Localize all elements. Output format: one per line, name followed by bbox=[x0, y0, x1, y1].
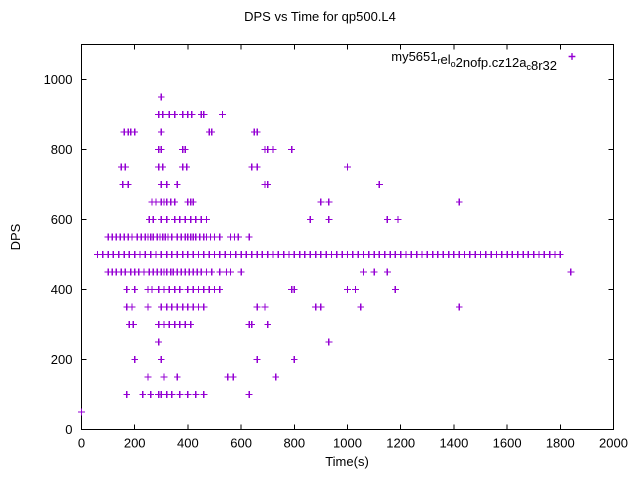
x-tick-label: 1800 bbox=[546, 436, 575, 451]
x-axis-label: Time(s) bbox=[325, 454, 369, 469]
x-tick-label: 1000 bbox=[333, 436, 362, 451]
y-axis-label: DPS bbox=[8, 223, 23, 250]
data-points-layer bbox=[78, 93, 575, 416]
y-axis-ticks: 0 200 400 600 800 1000 bbox=[44, 72, 614, 437]
legend-series-label: my5651relo2nofp.cz12ac8r32 bbox=[391, 49, 557, 73]
x-tick-label: 600 bbox=[230, 436, 252, 451]
y-tick-label: 400 bbox=[51, 282, 73, 297]
y-tick-label: 1000 bbox=[44, 72, 73, 87]
chart-title: DPS vs Time for qp500.L4 bbox=[244, 9, 396, 24]
y-tick-label: 800 bbox=[51, 142, 73, 157]
x-tick-label: 1200 bbox=[386, 436, 415, 451]
y-tick-label: 0 bbox=[65, 422, 72, 437]
x-tick-label: 800 bbox=[283, 436, 305, 451]
data-series bbox=[78, 93, 575, 416]
y-tick-label: 200 bbox=[51, 352, 73, 367]
x-axis-ticks: 0 200 400 600 800 1000 1200 1400 1600 1800 2000 bbox=[78, 44, 628, 451]
x-tick-label: 1400 bbox=[439, 436, 468, 451]
x-tick-label: 0 bbox=[78, 436, 85, 451]
legend-key-marker bbox=[568, 53, 576, 60]
x-tick-label: 1600 bbox=[493, 436, 522, 451]
x-tick-label: 400 bbox=[177, 436, 199, 451]
x-tick-label: 200 bbox=[124, 436, 146, 451]
y-tick-label: 600 bbox=[51, 212, 73, 227]
x-tick-label: 2000 bbox=[599, 436, 628, 451]
